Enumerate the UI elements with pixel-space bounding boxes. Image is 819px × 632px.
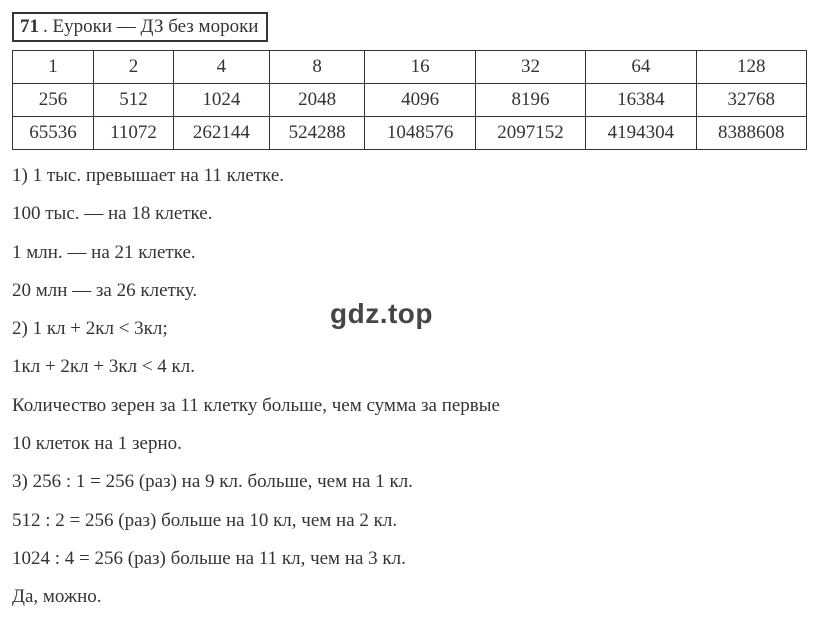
table-cell: 2	[94, 51, 174, 84]
solution-line: Да, можно.	[12, 581, 807, 613]
table-cell: 8388608	[696, 117, 806, 150]
table-cell: 1	[13, 51, 94, 84]
table-cell: 8196	[475, 84, 585, 117]
table-cell: 16	[365, 51, 475, 84]
table-cell: 2048	[269, 84, 365, 117]
problem-title: . Еуроки — ДЗ без мороки	[43, 16, 258, 38]
table-cell: 64	[586, 51, 696, 84]
solution-line: 3) 256 : 1 = 256 (раз) на 9 кл. больше, …	[12, 466, 807, 498]
table-cell: 32768	[696, 84, 806, 117]
table-cell: 512	[94, 84, 174, 117]
table-cell: 32	[475, 51, 585, 84]
table-row: 65536 11072 262144 524288 1048576 209715…	[13, 117, 807, 150]
table-row: 1 2 4 8 16 32 64 128	[13, 51, 807, 84]
solution-line: Количество зерен за 11 клетку больше, че…	[12, 390, 807, 422]
solution-line: 1) 1 тыс. превышает на 11 клетке.	[12, 160, 807, 192]
solution-line: 512 : 2 = 256 (раз) больше на 10 кл, чем…	[12, 505, 807, 537]
table-cell: 4	[174, 51, 270, 84]
watermark-text: gdz.top	[330, 298, 433, 330]
solution-line: 1024 : 4 = 256 (раз) больше на 11 кл, че…	[12, 543, 807, 575]
powers-table: 1 2 4 8 16 32 64 128 256 512 1024 2048 4…	[12, 50, 807, 150]
table-cell: 8	[269, 51, 365, 84]
problem-header: 71 . Еуроки — ДЗ без мороки	[12, 12, 268, 42]
table-cell: 262144	[174, 117, 270, 150]
table-cell: 1048576	[365, 117, 475, 150]
table-cell: 4194304	[586, 117, 696, 150]
table-cell: 1024	[174, 84, 270, 117]
table-cell: 16384	[586, 84, 696, 117]
table-cell: 4096	[365, 84, 475, 117]
solution-line: 10 клеток на 1 зерно.	[12, 428, 807, 460]
problem-number: 71	[20, 16, 39, 38]
table-row: 256 512 1024 2048 4096 8196 16384 32768	[13, 84, 807, 117]
table-cell: 524288	[269, 117, 365, 150]
table-cell: 2097152	[475, 117, 585, 150]
table-cell: 11072	[94, 117, 174, 150]
solution-line: 100 тыс. — на 18 клетке.	[12, 198, 807, 230]
solution-line: 1 млн. — на 21 клетке.	[12, 237, 807, 269]
table-cell: 256	[13, 84, 94, 117]
solution-line: 1кл + 2кл + 3кл < 4 кл.	[12, 351, 807, 383]
table-cell: 128	[696, 51, 806, 84]
table-cell: 65536	[13, 117, 94, 150]
